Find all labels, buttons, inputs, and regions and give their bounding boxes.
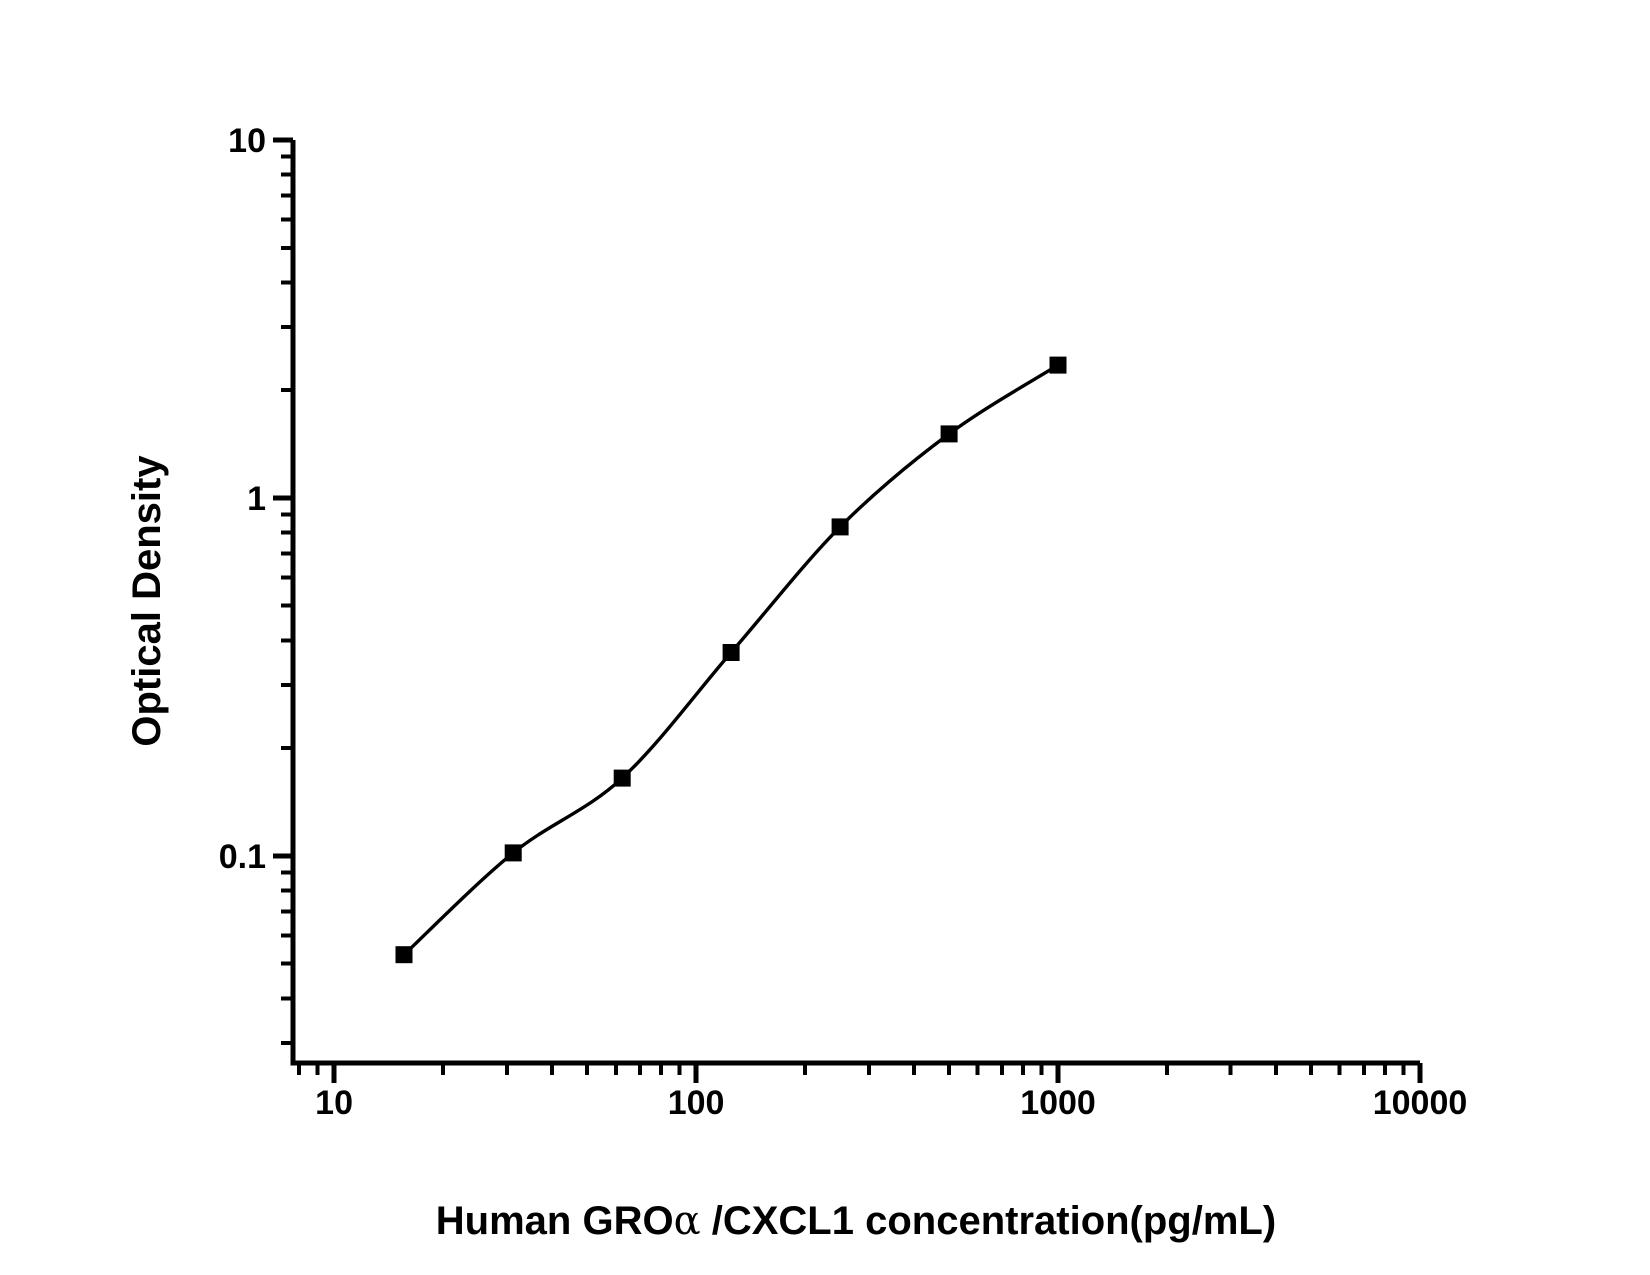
y-axis-ticks	[273, 137, 293, 1046]
data-point-marker	[504, 844, 522, 862]
data-point-marker	[831, 518, 849, 536]
axis-spines	[290, 140, 1420, 1066]
y-tick-labels: 10 1 0.1	[219, 122, 266, 876]
x-tick-label: 10	[315, 1084, 353, 1122]
x-tick-label: 10000	[1373, 1084, 1468, 1122]
y-tick-label: 1	[247, 480, 266, 518]
y-tick-label: 10	[228, 122, 266, 160]
data-point-marker	[613, 769, 631, 787]
x-axis-ticks	[297, 1063, 1423, 1083]
x-tick-label: 100	[668, 1084, 725, 1122]
data-point-marker	[722, 644, 740, 661]
y-tick-label: 0.1	[219, 838, 266, 876]
y-axis-title: Optical Density	[125, 455, 169, 747]
x-axis-title-suffix: /CXCL1 concentration(pg/mL)	[701, 1199, 1277, 1243]
x-tick-label: 1000	[1020, 1084, 1096, 1122]
plot-area: 10 100 1000 10000 10 1 0.1	[219, 122, 1468, 1122]
data-point-marker	[395, 946, 413, 964]
data-series-standard-curve	[395, 356, 1067, 964]
data-point-marker	[1049, 356, 1067, 374]
alpha-symbol: α	[674, 1198, 701, 1244]
data-point-marker	[940, 425, 958, 443]
x-axis-title: Human GROα /CXCL1 concentration(pg/mL)	[436, 1198, 1276, 1244]
x-axis-title-prefix: Human GRO	[436, 1199, 674, 1243]
x-tick-labels: 10 100 1000 10000	[315, 1084, 1467, 1122]
